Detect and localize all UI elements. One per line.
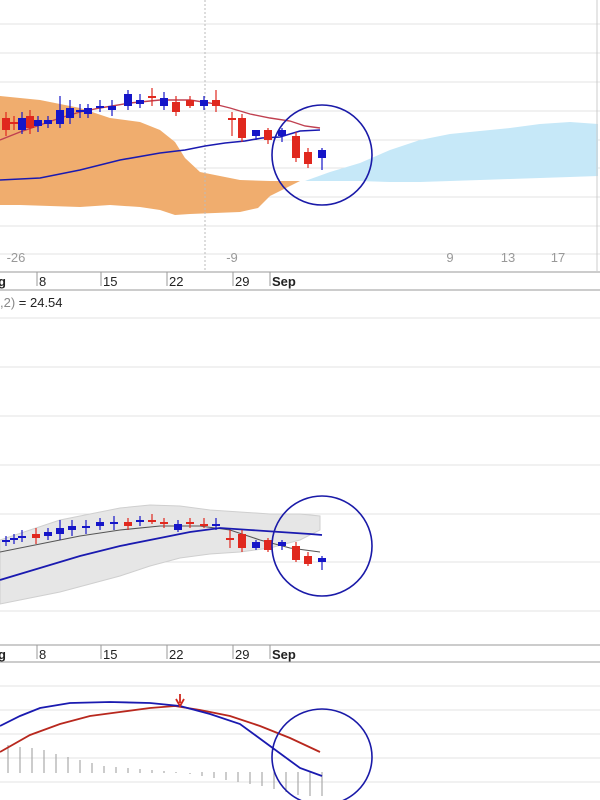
candle-up [18,536,26,538]
candle-down [292,136,300,158]
candle-down [292,546,300,560]
bollinger-x-axis: g 8 15 22 29 Sep [0,645,296,662]
macd-highlight-circle [271,708,373,800]
ichimoku-candles [2,88,326,170]
candle-up [34,120,42,126]
x-tick-label: 29 [235,647,249,662]
day-offset-label: 13 [501,250,515,265]
x-tick-label: 22 [169,647,183,662]
x-tick-label: Sep [272,647,296,662]
candle-down [304,556,312,564]
candle-up [10,538,18,540]
candle-down [226,538,234,540]
candle-down [160,522,168,524]
candle-down [228,118,236,120]
candle-down [26,116,34,128]
candle-up [66,108,74,118]
candle-up [82,526,90,528]
candle-up [136,520,144,522]
candle-down [124,522,132,526]
x-tick-label: 8 [39,274,46,289]
macd-panel-grid [0,685,600,783]
candle-up [160,98,168,106]
candle-down [10,122,18,124]
candle-up [56,528,64,534]
candle-down [2,118,10,130]
x-tick-label: 22 [169,274,183,289]
candle-down [264,540,272,550]
x-tick-label: g [0,274,6,289]
candle-up [76,110,84,112]
candle-up [200,100,208,106]
candle-up [56,110,64,124]
day-offset-labels: -26 -9 9 13 17 [7,250,566,265]
candle-down [238,118,246,138]
candle-down [238,534,246,548]
macd-line [0,701,323,777]
candle-up [252,542,260,548]
candle-up [44,532,52,536]
x-tick-label: g [0,647,6,662]
candle-down [148,96,156,98]
candle-up [136,100,144,104]
x-tick-label: 15 [103,647,117,662]
candle-down [186,100,194,106]
day-offset-label: -9 [226,250,238,265]
candle-up [174,524,182,530]
crossover-arrow-icon [175,694,185,708]
candle-up [108,106,116,110]
candle-down [172,102,180,112]
ichimoku-base-line [0,129,321,181]
x-tick-label: Sep [272,274,296,289]
long-moving-average [0,527,323,581]
indicator-parameter-label: ,2) = 24.54 [0,295,63,310]
macd-histogram [7,745,323,796]
candle-up [318,150,326,158]
bollinger-highlight-circle [271,495,373,597]
candle-up [84,108,92,114]
candle-up [18,118,26,130]
ichimoku-highlight-circle [271,104,373,206]
candle-down [186,522,194,524]
candle-up [96,522,104,526]
candle-up [96,106,104,108]
candle-down [200,524,208,526]
candle-up [212,524,220,526]
candle-down [304,152,312,164]
candle-up [44,120,52,124]
macd-signal-line [0,705,321,753]
ichimoku-x-axis: g 8 15 22 29 Sep [0,272,296,289]
candle-down [148,520,156,522]
day-offset-label: -26 [7,250,26,265]
bollinger-candles [2,514,326,570]
x-tick-label: 15 [103,274,117,289]
x-tick-label: 8 [39,647,46,662]
candle-up [318,558,326,562]
candle-up [278,130,286,136]
candle-down [264,130,272,140]
candle-up [68,526,76,530]
candle-up [252,130,260,136]
candle-up [124,94,132,106]
candle-down [212,100,220,106]
candle-up [278,542,286,546]
candle-down [32,534,40,538]
x-tick-label: 29 [235,274,249,289]
candle-up [110,522,118,524]
day-offset-label: 17 [551,250,565,265]
ichimoku-cloud-bullish [305,122,598,182]
day-offset-label: 9 [446,250,453,265]
candle-up [2,540,10,542]
